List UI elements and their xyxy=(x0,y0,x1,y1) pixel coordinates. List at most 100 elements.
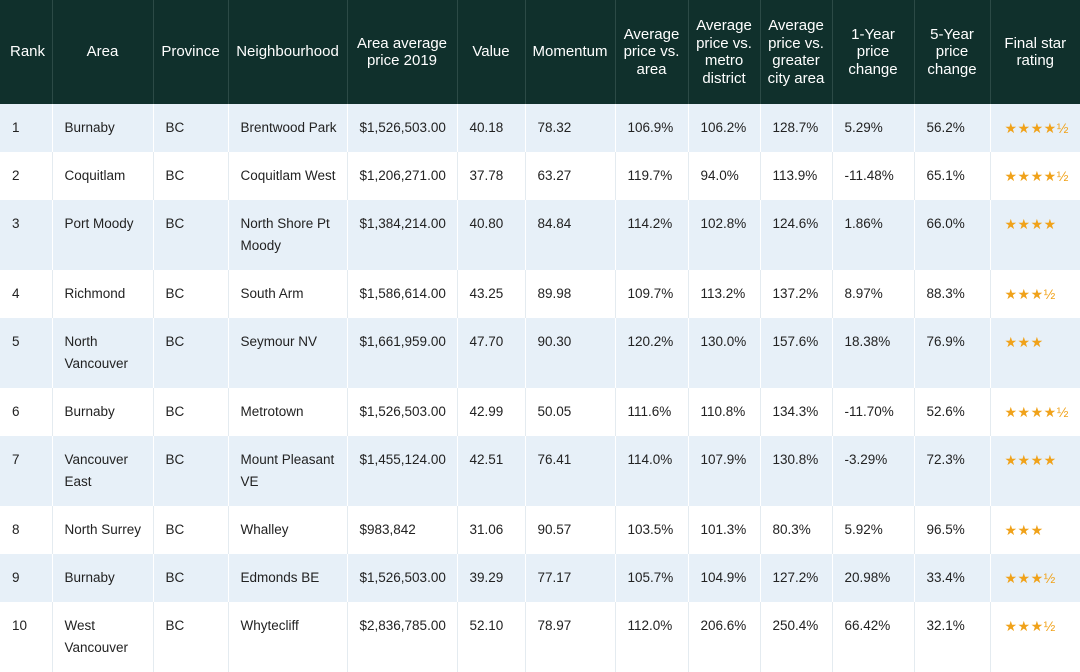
neighbourhood-cell: Brentwood Park xyxy=(228,104,348,152)
price-vs-city-cell: 137.2% xyxy=(760,270,833,318)
price-vs-area-cell: 109.7% xyxy=(615,270,689,318)
star-rating-cell: ★★★★ xyxy=(990,200,1080,270)
value-cell: 43.25 xyxy=(457,270,526,318)
1-year-change-cell: -3.29% xyxy=(832,436,915,506)
value-cell: 40.18 xyxy=(457,104,526,152)
neighbourhood-cell: Whalley xyxy=(228,506,348,554)
table-row: 4 Richmond BC South Arm $1,586,614.00 43… xyxy=(0,270,1080,318)
header-row: Rank Area Province Neighbourhood Area av… xyxy=(0,0,1080,104)
price-vs-metro-cell: 94.0% xyxy=(688,152,761,200)
rank-cell: 9 xyxy=(0,554,53,602)
area-cell: West Vancouver xyxy=(52,602,154,672)
price-vs-area-cell: 114.0% xyxy=(615,436,689,506)
momentum-cell: 90.30 xyxy=(525,318,616,388)
price-vs-area-cell: 114.2% xyxy=(615,200,689,270)
area-cell: Coquitlam xyxy=(52,152,154,200)
area-cell: Burnaby xyxy=(52,388,154,436)
5-year-change-cell: 56.2% xyxy=(914,104,991,152)
column-header-1-year-change: 1-Year price change xyxy=(832,0,915,104)
rank-cell: 3 xyxy=(0,200,53,270)
momentum-cell: 76.41 xyxy=(525,436,616,506)
price-vs-area-cell: 111.6% xyxy=(615,388,689,436)
table-row: 8 North Surrey BC Whalley $983,842 31.06… xyxy=(0,506,1080,554)
1-year-change-cell: -11.48% xyxy=(832,152,915,200)
neighbourhood-cell: South Arm xyxy=(228,270,348,318)
province-cell: BC xyxy=(153,104,229,152)
price-vs-area-cell: 106.9% xyxy=(615,104,689,152)
price-vs-city-cell: 127.2% xyxy=(760,554,833,602)
column-header-rank: Rank xyxy=(0,0,53,104)
rank-cell: 2 xyxy=(0,152,53,200)
price-vs-metro-cell: 106.2% xyxy=(688,104,761,152)
price-vs-city-cell: 80.3% xyxy=(760,506,833,554)
5-year-change-cell: 32.1% xyxy=(914,602,991,672)
star-rating-cell: ★★★ xyxy=(990,506,1080,554)
price-vs-city-cell: 124.6% xyxy=(760,200,833,270)
star-rating-cell: ★★★★½ xyxy=(990,388,1080,436)
rank-cell: 10 xyxy=(0,602,53,672)
column-header-star-rating: Final star rating xyxy=(1004,34,1067,70)
province-cell: BC xyxy=(153,270,229,318)
1-year-change-cell: 66.42% xyxy=(832,602,915,672)
price-vs-city-cell: 250.4% xyxy=(760,602,833,672)
area-cell: Vancouver East xyxy=(52,436,154,506)
table-row: 3 Port Moody BC North Shore Pt Moody $1,… xyxy=(0,200,1080,270)
table-row: 5 North Vancouver BC Seymour NV $1,661,9… xyxy=(0,318,1080,388)
value-cell: 42.99 xyxy=(457,388,526,436)
price-vs-city-cell: 128.7% xyxy=(760,104,833,152)
price-vs-area-cell: 120.2% xyxy=(615,318,689,388)
momentum-cell: 84.84 xyxy=(525,200,616,270)
province-cell: BC xyxy=(153,506,229,554)
area-cell: North Surrey xyxy=(52,506,154,554)
5-year-change-cell: 65.1% xyxy=(914,152,991,200)
average-price-cell: $1,586,614.00 xyxy=(347,270,458,318)
area-cell: Port Moody xyxy=(52,200,154,270)
price-vs-metro-cell: 101.3% xyxy=(688,506,761,554)
1-year-change-cell: 8.97% xyxy=(832,270,915,318)
5-year-change-cell: 33.4% xyxy=(914,554,991,602)
neighbourhood-cell: Seymour NV xyxy=(228,318,348,388)
column-header-area-average-price: Area average price 2019 xyxy=(347,0,458,104)
average-price-cell: $2,836,785.00 xyxy=(347,602,458,672)
price-vs-metro-cell: 107.9% xyxy=(688,436,761,506)
momentum-cell: 78.32 xyxy=(525,104,616,152)
5-year-change-cell: 72.3% xyxy=(914,436,991,506)
price-vs-metro-cell: 113.2% xyxy=(688,270,761,318)
star-rating-cell: ★★★½ xyxy=(990,554,1080,602)
rank-cell: 4 xyxy=(0,270,53,318)
value-cell: 40.80 xyxy=(457,200,526,270)
price-vs-metro-cell: 102.8% xyxy=(688,200,761,270)
average-price-cell: $1,526,503.00 xyxy=(347,554,458,602)
province-cell: BC xyxy=(153,436,229,506)
average-price-cell: $1,661,959.00 xyxy=(347,318,458,388)
1-year-change-cell: 5.92% xyxy=(832,506,915,554)
value-cell: 42.51 xyxy=(457,436,526,506)
rank-cell: 8 xyxy=(0,506,53,554)
price-vs-area-cell: 105.7% xyxy=(615,554,689,602)
rank-cell: 7 xyxy=(0,436,53,506)
province-cell: BC xyxy=(153,152,229,200)
rank-cell: 1 xyxy=(0,104,53,152)
5-year-change-cell: 66.0% xyxy=(914,200,991,270)
value-cell: 31.06 xyxy=(457,506,526,554)
province-cell: BC xyxy=(153,388,229,436)
1-year-change-cell: 20.98% xyxy=(832,554,915,602)
neighbourhood-cell: Mount Pleasant VE xyxy=(228,436,348,506)
price-vs-city-cell: 134.3% xyxy=(760,388,833,436)
1-year-change-cell: 18.38% xyxy=(832,318,915,388)
area-cell: Richmond xyxy=(52,270,154,318)
price-vs-metro-cell: 104.9% xyxy=(688,554,761,602)
price-vs-area-cell: 103.5% xyxy=(615,506,689,554)
table-row: 10 West Vancouver BC Whytecliff $2,836,7… xyxy=(0,602,1080,672)
neighbourhood-cell: Whytecliff xyxy=(228,602,348,672)
area-cell: Burnaby xyxy=(52,554,154,602)
price-vs-area-cell: 112.0% xyxy=(615,602,689,672)
average-price-cell: $1,206,271.00 xyxy=(347,152,458,200)
1-year-change-cell: -11.70% xyxy=(832,388,915,436)
column-header-value: Value xyxy=(457,0,526,104)
column-header-momentum: Momentum xyxy=(525,0,616,104)
area-cell: Burnaby xyxy=(52,104,154,152)
5-year-change-cell: 76.9% xyxy=(914,318,991,388)
5-year-change-cell: 88.3% xyxy=(914,270,991,318)
